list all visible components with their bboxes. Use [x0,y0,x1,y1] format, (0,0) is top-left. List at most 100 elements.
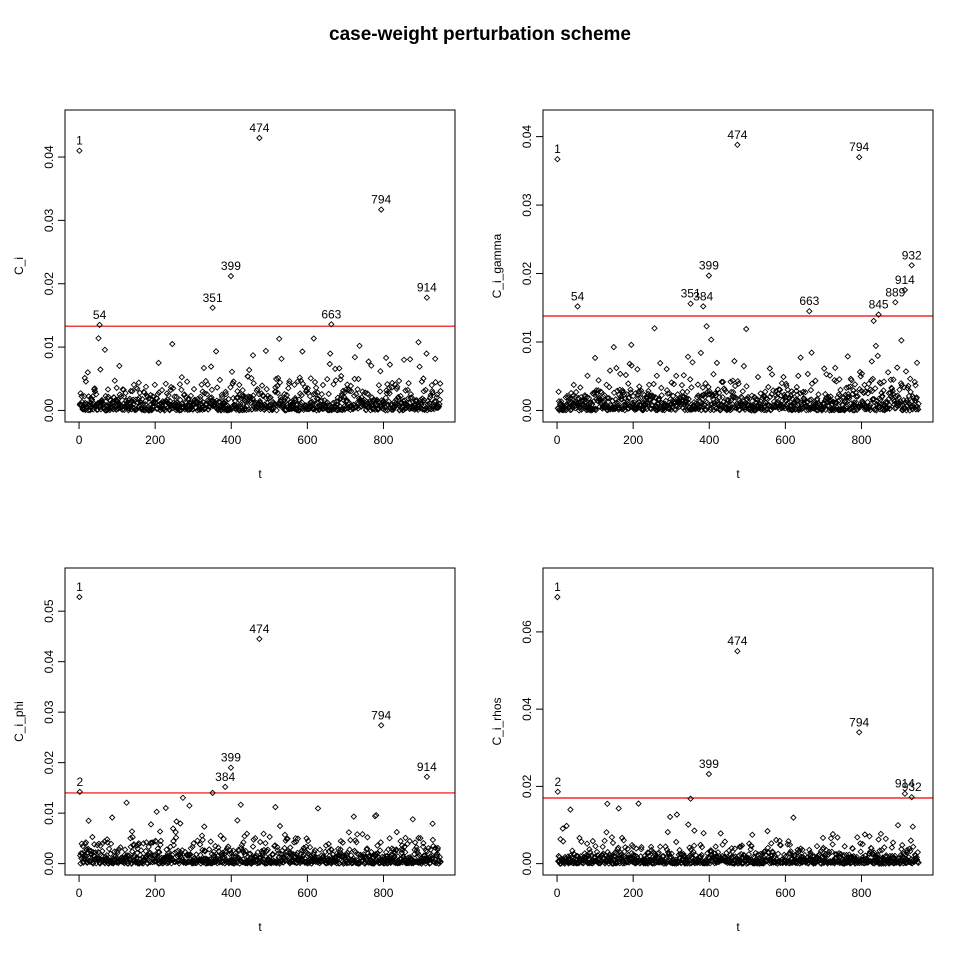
background-points [76,335,444,414]
point-label: 1 [76,134,83,148]
y-tick-label: 0.04 [520,697,534,721]
data-point [76,593,83,601]
plot-box [64,567,456,876]
plot-box [542,567,934,876]
point-label: 1 [554,142,561,156]
x-tick-label: 0 [554,886,561,900]
y-tick-label: 0.00 [42,852,56,876]
plot-box [64,109,456,423]
panel-c-i-phi: 1 2 384 399 474 794 914 0 200 400 600 800 t 0.00 0.01 0… [12,567,456,934]
x-tick-label: 0 [554,433,561,447]
x-tick-label: 0 [76,886,83,900]
x-tick-label: 400 [699,886,719,900]
data-point [734,141,741,149]
data-point [554,155,561,163]
chart-title: case-weight perturbation scheme [329,24,631,45]
point-label: 914 [417,760,437,774]
point-label: 914 [417,281,437,295]
point-label: 384 [693,289,713,303]
y-tick-label: 0.05 [42,599,56,623]
x-tick-label: 800 [373,886,393,900]
point-label: 663 [321,307,341,321]
data-point [209,304,216,312]
data-point [227,272,235,280]
point-label: 2 [76,775,83,789]
point-label: 54 [93,308,107,322]
x-tick-label: 0 [76,433,83,447]
data-point [377,722,385,729]
point-label: 474 [249,622,269,636]
point-label: 914 [895,273,915,287]
y-tick-label: 0.00 [520,398,534,422]
x-tick-label: 600 [297,433,317,447]
x-tick-label: 800 [373,433,393,447]
y-axis-label: C_i_phi [12,701,26,742]
point-label: 399 [699,757,719,771]
point-label: 845 [869,298,889,312]
y-tick-label: 0.02 [520,774,534,798]
y-tick-label: 0.02 [42,272,56,296]
data-point [806,307,813,315]
y-tick-label: 0.04 [42,650,56,674]
point-label: 914 [895,777,915,791]
y-tick-label: 0.04 [520,125,534,149]
y-tick-label: 0.00 [520,852,534,876]
data-point [908,793,915,801]
point-label: 54 [571,289,585,303]
y-axis-label: C_i_rhos [490,697,504,745]
data-point [554,593,561,601]
data-point [96,321,103,329]
x-tick-label: 200 [145,433,165,447]
data-point [76,788,84,796]
y-tick-label: 0.03 [520,193,534,217]
point-label: 932 [902,248,922,262]
data-point [423,294,431,301]
point-label: 351 [203,291,223,305]
x-tick-label: 800 [851,433,871,447]
data-point [256,134,263,142]
x-tick-label: 200 [623,886,643,900]
background-points [554,800,922,867]
point-label: 1 [554,580,561,594]
data-point [687,795,694,802]
panel-c-i: 1 54 351 399 474 663 794 914 0 200 400 600 800 t 0.00 0… [12,109,456,481]
data-point [699,303,707,310]
point-label: 794 [849,715,869,729]
x-tick-label: 600 [297,886,317,900]
data-point [423,773,431,781]
data-point [221,783,229,791]
data-point [227,764,235,771]
x-axis-label: t [736,920,740,934]
y-axis-label: C_i [12,257,26,275]
x-tick-label: 400 [699,433,719,447]
data-point [554,788,562,796]
point-label: 474 [727,634,747,648]
y-tick-label: 0.03 [42,208,56,232]
data-point [855,729,863,736]
y-tick-label: 0.04 [42,145,56,169]
background-points [554,317,922,414]
data-point [892,299,899,306]
x-tick-label: 800 [851,886,871,900]
data-point [256,635,263,643]
point-label: 399 [699,259,719,273]
point-label: 384 [215,770,235,784]
data-point [855,153,863,161]
point-label: 889 [885,285,905,299]
point-label: 794 [849,140,869,154]
data-point [875,311,882,318]
data-point [574,303,581,310]
x-axis-label: t [258,920,262,934]
y-tick-label: 0.01 [42,335,56,359]
data-point [76,147,83,154]
point-label: 474 [727,128,747,142]
y-tick-label: 0.02 [42,751,56,775]
point-label: 474 [249,121,269,135]
point-label: 399 [221,259,241,273]
x-tick-label: 400 [221,886,241,900]
x-tick-label: 600 [775,433,795,447]
data-point [377,206,385,213]
